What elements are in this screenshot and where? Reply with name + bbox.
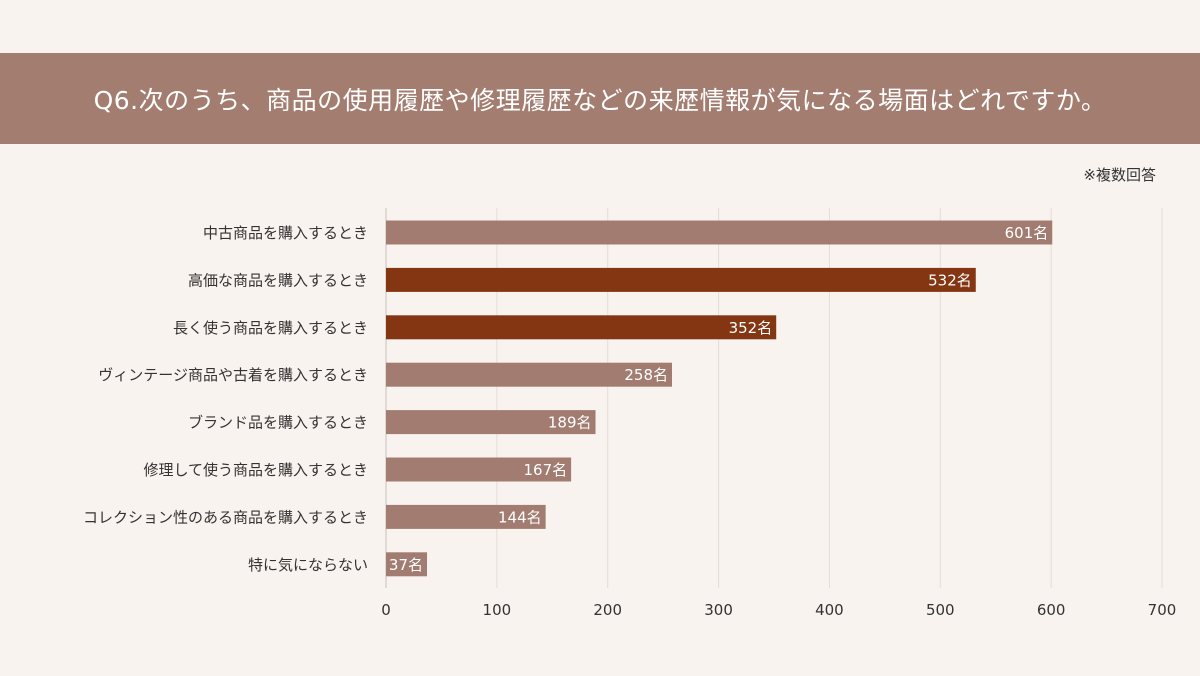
multiple-answer-note: ※複数回答 [1083,166,1156,184]
x-tick-label: 0 [381,601,391,619]
category-label: 中古商品を購入するとき [203,224,368,242]
bar [386,220,1053,245]
bar [386,457,572,482]
bar-value-label: 167名 [523,461,567,479]
category-label: ブランド品を購入するとき [188,414,368,432]
x-axis-tick-labels: 0 100 200 300 400 500 600 700 [381,601,1176,619]
bar-value-label: 37名 [389,556,423,574]
bar [386,504,546,529]
bar-value-label: 189名 [548,414,592,432]
category-labels: 中古商品を購入するとき高価な商品を購入するとき長く使う商品を購入するときヴィンテ… [83,224,368,574]
bar [386,552,428,577]
bar [386,315,777,340]
bar [386,410,596,435]
bar [386,267,976,292]
x-tick-label: 500 [926,601,955,619]
bar-value-label: 144名 [498,508,542,526]
bar-chart: 601名 532名 352名 258名 189名 167名 144名 37名 中古商品を購入す… [83,208,1176,619]
page-title: Q6.次のうち、商品の使用履歴や修理履歴などの来歴情報が気になる場面はどれですか… [93,85,1107,115]
x-tick-label: 100 [483,601,512,619]
bar-value-label: 352名 [729,319,773,337]
category-label: 修理して使う商品を購入するとき [143,461,368,479]
category-label: 長く使う商品を購入するとき [173,319,368,337]
bar-value-label: 258名 [624,366,668,384]
x-tick-label: 700 [1148,601,1177,619]
bars: 601名 532名 352名 258名 189名 167名 144名 37名 [386,220,1053,577]
bar-value-label: 601名 [1005,224,1049,242]
bar [386,362,673,387]
x-tick-label: 400 [815,601,844,619]
category-label: 高価な商品を購入するとき [188,271,368,289]
title-band: Q6.次のうち、商品の使用履歴や修理履歴などの来歴情報が気になる場面はどれですか… [0,53,1200,144]
category-label: コレクション性のある商品を購入するとき [83,508,368,526]
x-tick-label: 600 [1037,601,1066,619]
x-tick-label: 300 [704,601,733,619]
x-tick-label: 200 [593,601,622,619]
bar-value-label: 532名 [928,271,972,289]
grid-lines [385,208,1163,588]
category-label: ヴィンテージ商品や古着を購入するとき [98,366,368,384]
category-label: 特に気にならない [248,556,368,574]
